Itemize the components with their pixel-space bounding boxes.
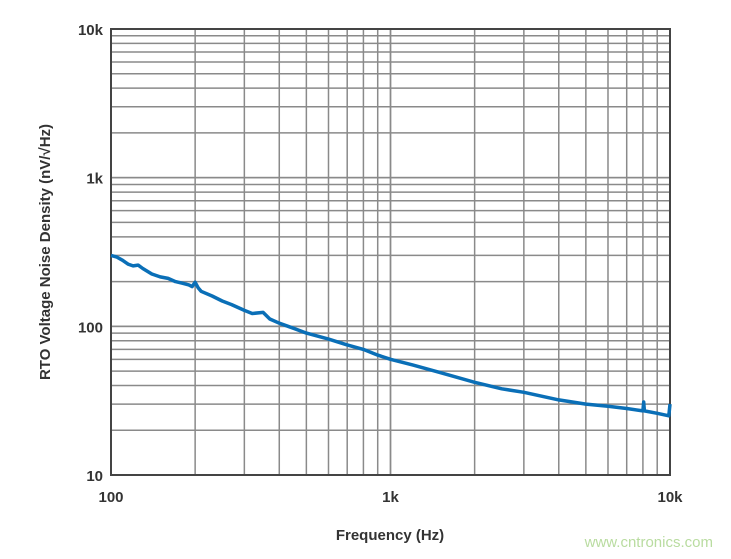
y-tick-label: 1k (86, 171, 103, 188)
y-tick-label: 10 (86, 468, 103, 485)
watermark: www.cntronics.com (584, 534, 713, 551)
y-tick-label: 10k (78, 22, 104, 39)
x-tick-label: 10k (657, 489, 683, 506)
x-tick-label: 1k (382, 489, 399, 506)
x-axis-label: Frequency (Hz) (336, 527, 444, 544)
y-axis-label: RTO Voltage Noise Density (nV/√Hz) (37, 124, 54, 380)
x-tick-label: 100 (98, 489, 123, 506)
tick-labels: 100 1k 10k 10 100 1k 10k (78, 22, 683, 506)
grid (110, 28, 671, 476)
y-tick-label: 100 (78, 319, 103, 336)
series-line (110, 253, 672, 418)
plot-frame (110, 28, 671, 476)
